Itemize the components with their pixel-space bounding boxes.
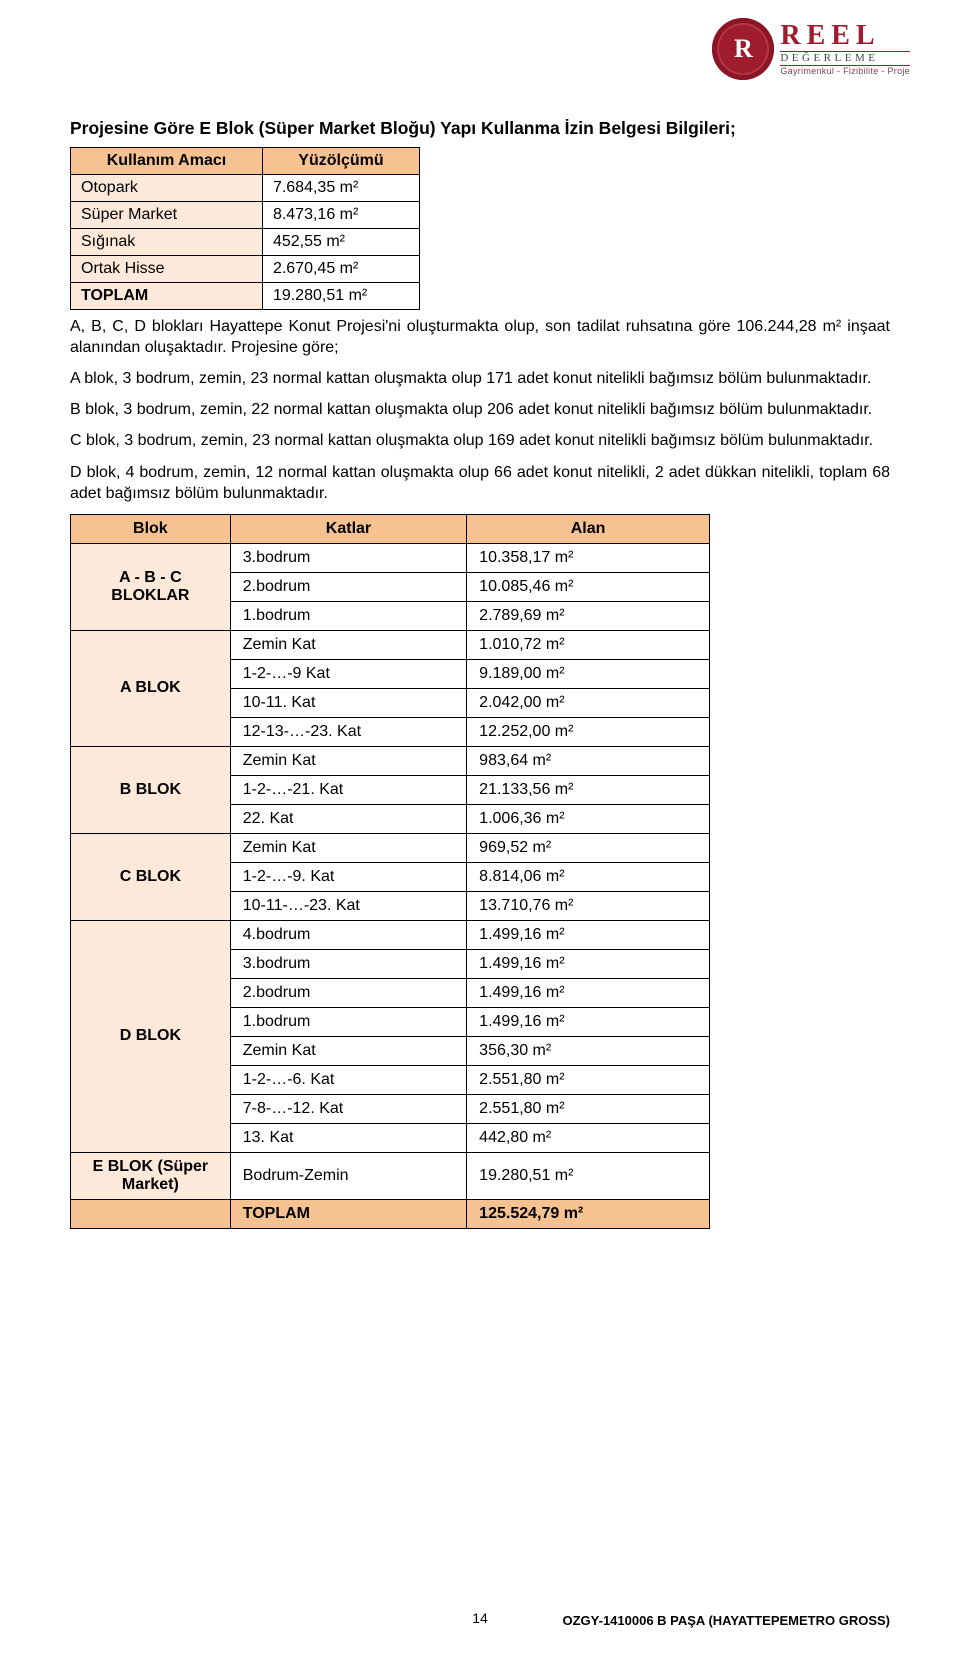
block-cell: 969,52 m² — [467, 833, 710, 862]
block-cell: 21.133,56 m² — [467, 775, 710, 804]
block-cell: 9.189,00 m² — [467, 659, 710, 688]
block-cell: Zemin Kat — [230, 630, 466, 659]
para-1: A, B, C, D blokları Hayattepe Konut Proj… — [70, 316, 890, 358]
document-id: OZGY-1410006 B PAŞA (HAYATTEPEMETRO GROS… — [563, 1613, 891, 1628]
logo-seal-icon: R — [712, 18, 774, 80]
block-th-1: Katlar — [230, 514, 466, 543]
block-cell: 7-8-…-12. Kat — [230, 1094, 466, 1123]
logo-sub1: DEĞERLEME — [780, 51, 910, 67]
block-cell: 356,30 m² — [467, 1036, 710, 1065]
block-cell: 1.499,16 m² — [467, 920, 710, 949]
logo-sub2: Gayrimenkul - Fizibilite - Proje — [780, 67, 910, 76]
usage-cell: Süper Market — [71, 202, 263, 229]
block-cell: 10-11-…-23. Kat — [230, 891, 466, 920]
usage-cell: 2.670,45 m² — [262, 256, 419, 283]
block-cell: Zemin Kat — [230, 833, 466, 862]
block-label: B BLOK — [71, 746, 231, 833]
block-cell: 12.252,00 m² — [467, 717, 710, 746]
page: R REEL DEĞERLEME Gayrimenkul - Fizibilit… — [0, 0, 960, 1656]
block-cell: 1.006,36 m² — [467, 804, 710, 833]
block-cell: 2.551,80 m² — [467, 1065, 710, 1094]
usage-cell: 452,55 m² — [262, 229, 419, 256]
block-cell: 2.bodrum — [230, 572, 466, 601]
logo-main: REEL — [780, 21, 910, 50]
para-3: B blok, 3 bodrum, zemin, 22 normal katta… — [70, 399, 890, 420]
usage-cell: TOPLAM — [71, 283, 263, 310]
block-cell: 1.499,16 m² — [467, 1007, 710, 1036]
block-cell: 983,64 m² — [467, 746, 710, 775]
usage-cell: 8.473,16 m² — [262, 202, 419, 229]
usage-th-0: Kullanım Amacı — [71, 148, 263, 175]
block-cell: 10-11. Kat — [230, 688, 466, 717]
block-cell: 1.bodrum — [230, 601, 466, 630]
block-label: A BLOK — [71, 630, 231, 746]
total-label: TOPLAM — [230, 1199, 466, 1228]
para-4: C blok, 3 bodrum, zemin, 23 normal katta… — [70, 430, 890, 451]
block-cell: 1-2-…-9 Kat — [230, 659, 466, 688]
usage-cell: Sığınak — [71, 229, 263, 256]
block-cell: 10.358,17 m² — [467, 543, 710, 572]
block-cell: 2.789,69 m² — [467, 601, 710, 630]
usage-cell: 19.280,51 m² — [262, 283, 419, 310]
para-5: D blok, 4 bodrum, zemin, 12 normal katta… — [70, 462, 890, 504]
block-cell: Zemin Kat — [230, 1036, 466, 1065]
usage-cell: Otopark — [71, 175, 263, 202]
usage-table: Kullanım Amacı Yüzölçümü Otopark7.684,35… — [70, 147, 420, 310]
total-value: 125.524,79 m² — [467, 1199, 710, 1228]
page-title: Projesine Göre E Blok (Süper Market Bloğ… — [70, 118, 890, 139]
block-th-2: Alan — [467, 514, 710, 543]
block-cell: 13. Kat — [230, 1123, 466, 1152]
block-cell: 12-13-…-23. Kat — [230, 717, 466, 746]
block-cell: 2.bodrum — [230, 978, 466, 1007]
block-cell: 1-2-…-6. Kat — [230, 1065, 466, 1094]
block-cell: 19.280,51 m² — [467, 1152, 710, 1199]
block-cell: 22. Kat — [230, 804, 466, 833]
usage-cell: Ortak Hisse — [71, 256, 263, 283]
block-th-0: Blok — [71, 514, 231, 543]
block-cell: 4.bodrum — [230, 920, 466, 949]
logo: R REEL DEĞERLEME Gayrimenkul - Fizibilit… — [712, 18, 910, 80]
block-cell: 2.042,00 m² — [467, 688, 710, 717]
usage-cell: 7.684,35 m² — [262, 175, 419, 202]
block-cell: 1.bodrum — [230, 1007, 466, 1036]
block-cell: 10.085,46 m² — [467, 572, 710, 601]
block-label: E BLOK (Süper Market) — [71, 1152, 231, 1199]
block-cell: 1.499,16 m² — [467, 949, 710, 978]
block-cell: 1.010,72 m² — [467, 630, 710, 659]
block-cell: 13.710,76 m² — [467, 891, 710, 920]
block-table: Blok Katlar Alan A - B - C BLOKLAR 3.bod… — [70, 514, 710, 1229]
logo-text: REEL DEĞERLEME Gayrimenkul - Fizibilite … — [780, 21, 910, 76]
block-label: C BLOK — [71, 833, 231, 920]
block-cell: Zemin Kat — [230, 746, 466, 775]
block-label: D BLOK — [71, 920, 231, 1152]
block-cell: 3.bodrum — [230, 543, 466, 572]
block-cell: 1.499,16 m² — [467, 978, 710, 1007]
usage-th-1: Yüzölçümü — [262, 148, 419, 175]
total-spacer — [71, 1199, 231, 1228]
block-cell: 1-2-…-9. Kat — [230, 862, 466, 891]
block-label: A - B - C BLOKLAR — [71, 543, 231, 630]
footer: 14 OZGY-1410006 B PAŞA (HAYATTEPEMETRO G… — [0, 1610, 960, 1628]
block-cell: 442,80 m² — [467, 1123, 710, 1152]
block-cell: 1-2-…-21. Kat — [230, 775, 466, 804]
block-cell: 8.814,06 m² — [467, 862, 710, 891]
block-cell: 2.551,80 m² — [467, 1094, 710, 1123]
para-2: A blok, 3 bodrum, zemin, 23 normal katta… — [70, 368, 890, 389]
block-cell: 3.bodrum — [230, 949, 466, 978]
block-cell: Bodrum-Zemin — [230, 1152, 466, 1199]
